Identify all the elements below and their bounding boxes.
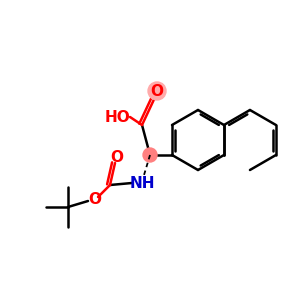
Text: O: O [151, 83, 164, 98]
Circle shape [143, 148, 157, 162]
Text: O: O [88, 191, 101, 206]
Text: HO: HO [104, 110, 130, 124]
Text: O: O [110, 149, 124, 164]
Text: NH: NH [129, 176, 155, 190]
Circle shape [148, 82, 166, 100]
